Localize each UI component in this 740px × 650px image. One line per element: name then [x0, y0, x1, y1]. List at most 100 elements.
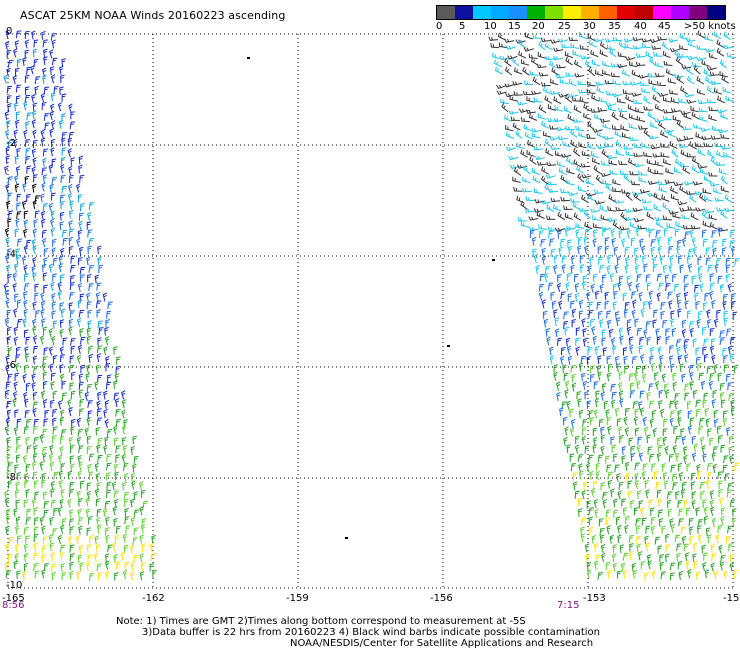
wind-barb: [6, 67, 11, 77]
wind-barb: [621, 455, 626, 464]
wind-barb: [627, 157, 636, 167]
wind-barb: [670, 524, 676, 534]
wind-barb: [639, 336, 645, 346]
wind-barb: [48, 346, 54, 356]
wind-barb: [526, 96, 535, 103]
wind-barb: [86, 490, 92, 500]
wind-barb: [23, 228, 28, 238]
wind-barb: [668, 263, 673, 273]
wind-barb: [705, 418, 711, 428]
wind-barb: [76, 417, 82, 427]
wind-barb: [545, 174, 556, 179]
wind-barb: [723, 570, 728, 580]
wind-barb: [105, 362, 111, 372]
wind-barb: [15, 67, 20, 77]
wind-barb: [67, 137, 73, 147]
wind-barb: [648, 290, 654, 300]
wind-barb: [41, 479, 46, 489]
wind-barb: [614, 407, 620, 417]
wind-barb: [597, 572, 604, 580]
wind-barb: [625, 407, 630, 417]
wind-barb: [528, 226, 539, 231]
wind-barb: [15, 346, 21, 356]
wind-barb: [622, 292, 627, 302]
wind-barb: [660, 152, 670, 158]
wind-barb: [725, 536, 731, 545]
wind-barb: [707, 472, 713, 481]
wind-barb: [607, 319, 612, 329]
wind-barb: [595, 470, 600, 481]
wind-barb: [677, 200, 688, 206]
wind-barb: [592, 128, 603, 133]
wind-barb: [674, 283, 680, 292]
wind-barb: [113, 346, 118, 355]
wind-barb: [26, 193, 31, 203]
wind-barb: [630, 382, 635, 391]
wind-barb: [624, 42, 634, 50]
wind-barb: [719, 330, 726, 338]
wind-barb: [683, 344, 688, 354]
wind-barb: [86, 335, 92, 345]
wind-barb: [121, 399, 127, 409]
wind-barb: [570, 43, 580, 49]
wind-barb: [662, 50, 671, 59]
wind-barb: [622, 80, 633, 86]
wind-barb: [672, 212, 681, 219]
wind-barb: [732, 508, 737, 517]
wind-barb: [669, 562, 676, 571]
wind-barb: [697, 533, 702, 544]
wind-barb: [650, 525, 655, 535]
wind-barb: [730, 399, 735, 409]
wind-barb: [33, 219, 39, 228]
wind-barb: [728, 446, 734, 455]
wind-barb: [556, 160, 566, 168]
wind-barb: [60, 200, 65, 210]
wind-barb: [684, 383, 690, 392]
wind-barb: [14, 372, 20, 381]
wind-barb: [32, 48, 38, 58]
wind-barb: [564, 94, 573, 104]
wind-barb: [4, 165, 9, 175]
wind-barb: [554, 227, 565, 232]
wind-barb: [662, 215, 673, 221]
wind-barb: [652, 153, 663, 158]
wind-barb: [587, 120, 595, 130]
wind-barb: [43, 284, 48, 293]
wind-barb: [115, 418, 122, 427]
wind-barb: [696, 463, 701, 474]
wind-barb: [577, 245, 582, 255]
wind-barb: [604, 38, 615, 43]
wind-barb: [114, 498, 119, 508]
wind-barb: [7, 462, 13, 471]
wind-barb: [580, 55, 591, 60]
wind-barb: [629, 344, 634, 354]
wind-barb: [48, 533, 53, 544]
wind-barb: [3, 283, 8, 293]
wind-barb: [44, 409, 50, 419]
wind-barb: [549, 238, 555, 247]
wind-barb: [12, 397, 17, 408]
wind-barb: [531, 132, 541, 139]
wind-barb: [86, 327, 92, 337]
wind-barb: [584, 543, 590, 553]
wind-barb: [78, 517, 84, 526]
wind-barb: [85, 508, 91, 518]
wind-barb: [31, 119, 37, 129]
wind-barb: [561, 264, 566, 274]
wind-barb: [695, 356, 701, 365]
wind-barb: [649, 453, 655, 462]
wind-barb: [533, 145, 543, 151]
wind-barb: [648, 229, 654, 238]
wind-barb: [518, 108, 530, 113]
wind-barb: [606, 525, 611, 535]
wind-barb: [23, 543, 29, 553]
wind-barb: [566, 273, 572, 282]
wind-barb: [68, 132, 75, 140]
wind-barb: [719, 337, 726, 345]
wind-barb: [107, 544, 113, 553]
wind-barb: [588, 454, 594, 463]
wind-barb: [586, 134, 596, 139]
wind-barb: [556, 126, 567, 132]
wind-barb: [669, 89, 678, 95]
wind-barb: [601, 160, 610, 166]
